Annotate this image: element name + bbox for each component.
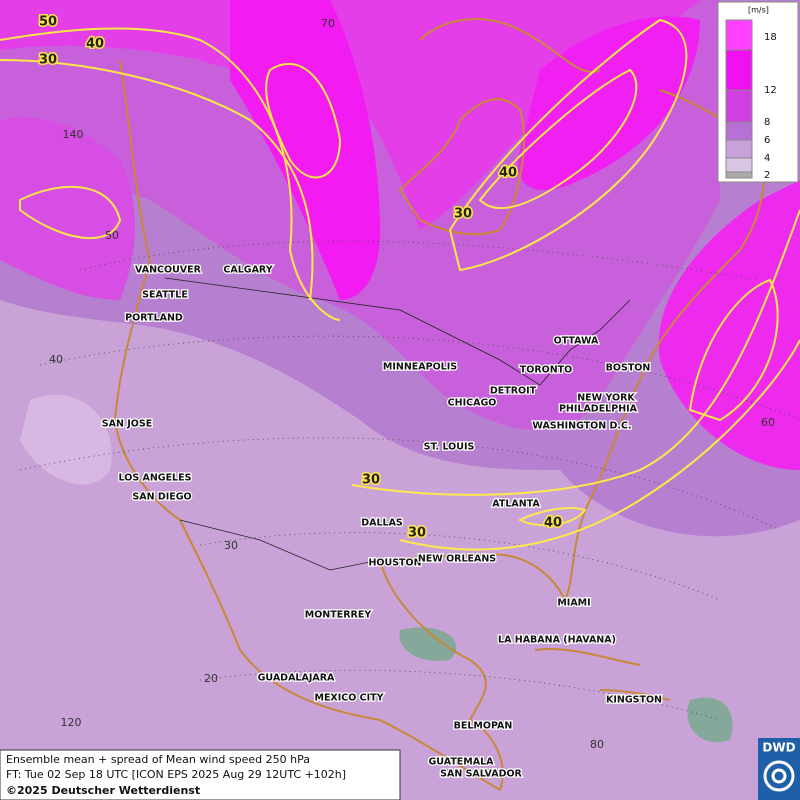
grid-label: 60 <box>761 416 775 429</box>
caption-line: FT: Tue 02 Sep 18 UTC [ICON EPS 2025 Aug… <box>6 768 346 781</box>
contour-label: 30 <box>362 473 380 488</box>
legend: [m/s] 18 12 8 6 4 2 <box>717 1 799 183</box>
caption-line: Ensemble mean + spread of Mean wind spee… <box>6 753 310 766</box>
grid-label: 40 <box>49 353 63 366</box>
city-label: TORONTO <box>520 365 572 376</box>
contour-label: 30 <box>454 207 472 222</box>
city-label: BELMOPAN <box>454 721 513 732</box>
legend-label: 8 <box>764 117 770 128</box>
legend-label: 6 <box>764 135 770 146</box>
city-label: KINGSTON <box>606 695 662 706</box>
contour-label: 40 <box>499 166 517 181</box>
caption-line: ©2025 Deutscher Wetterdienst <box>6 784 200 797</box>
grid-label: 80 <box>590 738 604 751</box>
city-label: DALLAS <box>361 518 403 529</box>
city-label: MEXICO CITY <box>314 693 383 704</box>
city-label: SEATTLE <box>142 290 188 301</box>
grid-label: 140 <box>63 128 84 141</box>
city-label: NEW ORLEANS <box>418 554 496 565</box>
grid-label: 20 <box>204 672 218 685</box>
city-label: NEW YORK <box>577 393 635 404</box>
contour-label: 30 <box>39 53 57 68</box>
city-label: BOSTON <box>606 363 651 374</box>
legend-label: 12 <box>764 85 777 96</box>
coastlines <box>19 18 800 791</box>
city-labels: VANCOUVER CALGARY SEATTLE PORTLAND MINNEAPOL… <box>101 263 664 781</box>
city-label: CHICAGO <box>448 398 497 409</box>
grid-label: 120 <box>61 716 82 729</box>
legend-label: 18 <box>764 32 777 43</box>
city-label: CALGARY <box>223 265 272 276</box>
city-label: SAN SALVADOR <box>440 769 522 780</box>
city-label: HOUSTON <box>368 558 421 569</box>
city-label: PHILADELPHIA <box>559 404 638 415</box>
city-label: LA HABANA (HAVANA) <box>498 635 616 646</box>
city-label: DETROIT <box>490 386 537 397</box>
city-label: SAN DIEGO <box>132 492 191 503</box>
city-label: LOS ANGELES <box>119 473 192 484</box>
city-label: ATLANTA <box>492 499 540 510</box>
city-label: GUATEMALA <box>428 757 494 768</box>
legend-label: 2 <box>764 170 770 181</box>
logo: DWD <box>762 741 795 755</box>
grid-label: 50 <box>105 229 119 242</box>
shading <box>0 0 800 743</box>
legend-unit: [m/s] <box>748 6 769 15</box>
contours <box>0 18 800 551</box>
logo-swirl <box>771 768 787 784</box>
contour-label: 40 <box>544 516 562 531</box>
city-label: MIAMI <box>557 598 590 609</box>
contour-label: 30 <box>408 526 426 541</box>
city-label: VANCOUVER <box>135 265 202 276</box>
grid-label: 70 <box>321 17 335 30</box>
city-label: OTTAWA <box>554 336 599 347</box>
city-label: MONTERREY <box>305 610 372 621</box>
contour-label: 50 <box>39 15 57 30</box>
city-label: MINNEAPOLIS <box>383 362 457 373</box>
city-label: GUADALAJARA <box>258 673 335 684</box>
city-label: PORTLAND <box>125 313 183 324</box>
city-label: WASHINGTON D.C. <box>532 421 631 432</box>
contour-label: 40 <box>86 37 104 52</box>
city-label: ST. LOUIS <box>424 442 475 453</box>
logo-swirl <box>763 760 795 792</box>
caption-box <box>0 749 401 800</box>
grid-label: 30 <box>224 539 238 552</box>
legend-label: 4 <box>764 153 770 164</box>
city-label: SAN JOSE <box>102 419 152 430</box>
